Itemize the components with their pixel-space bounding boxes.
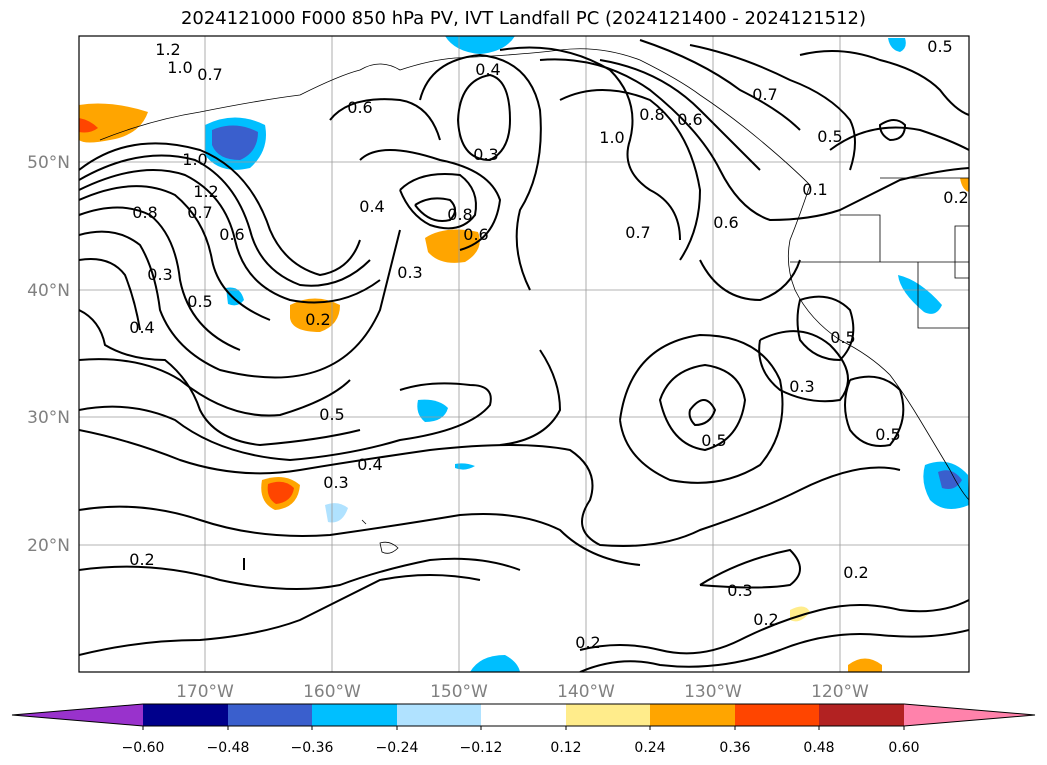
contour-label: 1.0 <box>182 150 207 169</box>
contour-label: 0.7 <box>187 203 212 222</box>
contour-label: 0.2 <box>305 310 330 329</box>
contour-label: 0.5 <box>927 37 952 56</box>
colorbar-tick-label: 0.36 <box>719 740 750 756</box>
colorbar-tick-label: −0.36 <box>291 740 334 756</box>
lon-label: 160°W <box>303 682 361 702</box>
lon-label: 130°W <box>684 682 742 702</box>
map-title: 2024121000 F000 850 hPa PV, IVT Landfall… <box>180 8 867 29</box>
colorbar-segment <box>397 704 481 726</box>
contour-label: 0.5 <box>875 425 900 444</box>
contour-label: 0.5 <box>701 431 726 450</box>
colorbar-tick-label: 0.48 <box>803 740 834 756</box>
contour-label: 0.6 <box>677 110 702 129</box>
colorbar <box>11 703 1036 730</box>
contour-label: 0.3 <box>473 145 498 164</box>
contour-label: 0.6 <box>713 213 738 232</box>
contour-label: 0.8 <box>639 105 664 124</box>
contour-label: 0.5 <box>319 405 344 424</box>
longitude-labels: 170°W 160°W 150°W 140°W 130°W 120°W <box>176 682 869 702</box>
contour-label: 0.2 <box>575 633 600 652</box>
contour-label: 1.0 <box>599 128 624 147</box>
lat-label: 30°N <box>27 408 70 428</box>
contour-label: 0.5 <box>817 127 842 146</box>
contour-labels: 1.2 1.0 0.7 0.6 0.4 1.0 0.8 0.6 0.7 0.5 … <box>129 37 968 652</box>
colorbar-segment <box>481 704 566 726</box>
colorbar-segment <box>312 704 397 726</box>
contour-label: 0.3 <box>727 581 752 600</box>
contour-label: 0.2 <box>753 610 778 629</box>
lon-label: 170°W <box>176 682 234 702</box>
contour-label: 0.2 <box>843 563 868 582</box>
colorbar-segment <box>143 704 228 726</box>
contour-label: 0.5 <box>830 328 855 347</box>
contour-label: 0.8 <box>132 203 157 222</box>
lon-label: 150°W <box>430 682 488 702</box>
lon-label: 140°W <box>557 682 615 702</box>
contour-label: 0.3 <box>147 265 172 284</box>
contour-label: 0.6 <box>463 225 488 244</box>
colorbar-tick-label: −0.48 <box>207 740 250 756</box>
contour-label: 0.5 <box>187 292 212 311</box>
map-frame <box>78 35 970 673</box>
contour-label: 0.7 <box>752 85 777 104</box>
contour-label: 1.0 <box>167 58 192 77</box>
anomaly-fills <box>79 36 969 672</box>
colorbar-extend-high <box>904 704 1035 726</box>
colorbar-segment <box>819 704 904 726</box>
colorbar-tick-label: −0.24 <box>376 740 419 756</box>
colorbar-tick-label: −0.60 <box>122 740 165 756</box>
contour-label: 1.2 <box>193 182 218 201</box>
contour-label: 0.6 <box>219 225 244 244</box>
lat-label: 40°N <box>27 281 70 301</box>
contour-label: 0.3 <box>323 473 348 492</box>
latitude-labels: 50°N 40°N 30°N 20°N <box>27 153 70 556</box>
contour-label: 0.2 <box>129 550 154 569</box>
coastlines <box>99 48 969 570</box>
contour-label: 0.4 <box>129 318 154 337</box>
contour-label: 0.8 <box>447 205 472 224</box>
pv-contours <box>79 39 969 672</box>
colorbar-segment <box>228 704 312 726</box>
contour-label: 0.2 <box>943 188 968 207</box>
contour-label: 0.3 <box>789 377 814 396</box>
colorbar-extend-low <box>12 704 143 726</box>
colorbar-segment <box>650 704 735 726</box>
colorbar-tick-label: 0.12 <box>550 740 581 756</box>
contour-label: 0.6 <box>347 98 372 117</box>
colorbar-tick-label: 0.60 <box>888 740 919 756</box>
contour-label: 0.4 <box>475 60 500 79</box>
colorbar-segment <box>735 704 819 726</box>
contour-label: 0.3 <box>397 263 422 282</box>
lon-label: 120°W <box>811 682 869 702</box>
contour-label: 1.2 <box>155 40 180 59</box>
colorbar-tick-labels: −0.60 −0.48 −0.36 −0.24 −0.12 0.12 0.24 … <box>122 740 920 756</box>
contour-label: 0.1 <box>802 180 827 199</box>
lat-label: 20°N <box>27 536 70 556</box>
contour-label: 0.7 <box>197 65 222 84</box>
contour-label: 0.4 <box>357 455 382 474</box>
contour-label: 0.4 <box>359 197 384 216</box>
colorbar-tick-label: 0.24 <box>634 740 665 756</box>
contour-label: 0.7 <box>625 223 650 242</box>
lat-label: 50°N <box>27 153 70 173</box>
colorbar-segment <box>566 704 650 726</box>
colorbar-tick-label: −0.12 <box>460 740 503 756</box>
